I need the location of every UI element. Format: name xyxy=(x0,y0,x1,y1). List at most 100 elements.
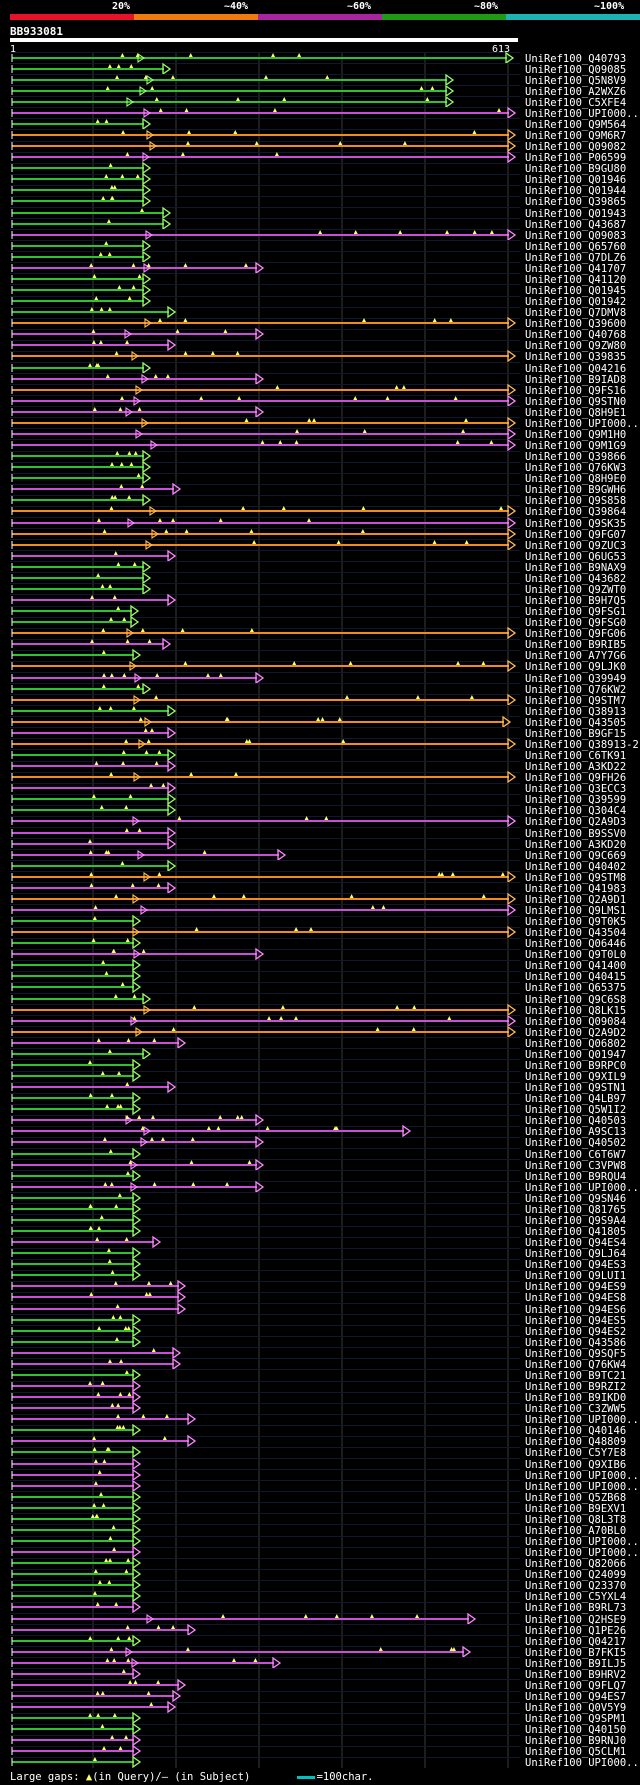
hit-label[interactable]: UniRef100_Q38913 xyxy=(525,706,626,718)
hit-label[interactable]: UniRef100_Q0V5Y9 xyxy=(525,1702,626,1714)
hit-label[interactable]: UniRef100_Q8LK15 xyxy=(525,1005,626,1017)
hit-label[interactable]: UniRef100_Q40768 xyxy=(525,329,626,341)
hit-label[interactable]: UniRef100_Q4LB97 xyxy=(525,1093,626,1105)
hit-label[interactable]: UniRef100_Q41983 xyxy=(525,883,626,895)
hit-label[interactable]: UniRef100_Q9STM7 xyxy=(525,695,626,707)
hit-label[interactable]: UniRef100_UPI000.. xyxy=(525,1536,639,1548)
hit-label[interactable]: UniRef100_Q7DLZ6 xyxy=(525,252,626,264)
hit-label[interactable]: UniRef100_B9NAX9 xyxy=(525,562,626,574)
hit-label[interactable]: UniRef100_Q9SQF5 xyxy=(525,1348,626,1360)
hit-label[interactable]: UniRef100_Q09083 xyxy=(525,230,626,242)
hit-label[interactable]: UniRef100_Q9SK35 xyxy=(525,518,626,530)
hit-label[interactable]: UniRef100_Q39835 xyxy=(525,351,626,363)
hit-label[interactable]: UniRef100_P06599 xyxy=(525,152,626,164)
hit-label[interactable]: UniRef100_Q39949 xyxy=(525,673,626,685)
hit-label[interactable]: UniRef100_Q76KW2 xyxy=(525,684,626,696)
hit-label[interactable]: UniRef100_A2WXZ6 xyxy=(525,86,626,98)
hit-label[interactable]: UniRef100_Q39865 xyxy=(525,196,626,208)
hit-label[interactable]: UniRef100_Q43505 xyxy=(525,717,626,729)
hit-label[interactable]: UniRef100_B9RIB5 xyxy=(525,639,626,651)
hit-label[interactable]: UniRef100_Q39864 xyxy=(525,506,626,518)
hit-label[interactable]: UniRef100_Q94ES9 xyxy=(525,1281,626,1293)
hit-label[interactable]: UniRef100_Q9LJ64 xyxy=(525,1248,626,1260)
hit-label[interactable]: UniRef100_UPI000.. xyxy=(525,1470,639,1482)
hit-label[interactable]: UniRef100_Q43682 xyxy=(525,573,626,585)
hit-label[interactable]: UniRef100_C5Y7E8 xyxy=(525,1447,626,1459)
hit-label[interactable]: UniRef100_Q04216 xyxy=(525,363,626,375)
hit-label[interactable]: UniRef100_Q9STM8 xyxy=(525,872,626,884)
hit-label[interactable]: UniRef100_Q9M1H0 xyxy=(525,429,626,441)
hit-label[interactable]: UniRef100_Q5W1I2 xyxy=(525,1104,626,1116)
hit-label[interactable]: UniRef100_Q94ES6 xyxy=(525,1304,626,1316)
hit-label[interactable]: UniRef100_Q94ES8 xyxy=(525,1292,626,1304)
hit-label[interactable]: UniRef100_C6T6W7 xyxy=(525,1149,626,1161)
hit-label[interactable]: UniRef100_Q40402 xyxy=(525,861,626,873)
hit-label[interactable]: UniRef100_Q9FG07 xyxy=(525,529,626,541)
hit-label[interactable]: UniRef100_Q2A9D3 xyxy=(525,816,626,828)
hit-label[interactable]: UniRef100_Q9ZUC3 xyxy=(525,540,626,552)
hit-label[interactable]: UniRef100_Q94ES7 xyxy=(525,1691,626,1703)
hit-label[interactable]: UniRef100_B9GU80 xyxy=(525,163,626,175)
hit-label[interactable]: UniRef100_Q9FSG0 xyxy=(525,617,626,629)
hit-label[interactable]: UniRef100_Q41400 xyxy=(525,960,626,972)
hit-label[interactable]: UniRef100_Q9T0L0 xyxy=(525,949,626,961)
hit-label[interactable]: UniRef100_Q01943 xyxy=(525,208,626,220)
hit-label[interactable]: UniRef100_Q41707 xyxy=(525,263,626,275)
hit-label[interactable]: UniRef100_UPI000.. xyxy=(525,1182,639,1194)
hit-label[interactable]: UniRef100_Q09082 xyxy=(525,141,626,153)
hit-label[interactable]: UniRef100_Q40146 xyxy=(525,1425,626,1437)
hit-label[interactable]: UniRef100_Q3ECC3 xyxy=(525,783,626,795)
hit-label[interactable]: UniRef100_B9RZI2 xyxy=(525,1381,626,1393)
hit-label[interactable]: UniRef100_Q01947 xyxy=(525,1049,626,1061)
hit-label[interactable]: UniRef100_Q2HSE9 xyxy=(525,1614,626,1626)
hit-label[interactable]: UniRef100_Q01942 xyxy=(525,296,626,308)
hit-label[interactable]: UniRef100_Q9STN0 xyxy=(525,396,626,408)
hit-label[interactable]: UniRef100_Q40503 xyxy=(525,1115,626,1127)
hit-label[interactable]: UniRef100_Q9FLQ7 xyxy=(525,1680,626,1692)
hit-label[interactable]: UniRef100_B9HRV2 xyxy=(525,1669,626,1681)
hit-label[interactable]: UniRef100_Q9LUI1 xyxy=(525,1270,626,1282)
hit-label[interactable]: UniRef100_Q01944 xyxy=(525,185,626,197)
hit-label[interactable]: UniRef100_B9TC21 xyxy=(525,1370,626,1382)
hit-label[interactable]: UniRef100_Q304C4 xyxy=(525,805,626,817)
hit-label[interactable]: UniRef100_UPI000.. xyxy=(525,1757,639,1768)
hit-label[interactable]: UniRef100_UPI000.. xyxy=(525,1414,639,1426)
hit-label[interactable]: UniRef100_Q9M6R7 xyxy=(525,130,626,142)
hit-label[interactable]: UniRef100_Q7DMV8 xyxy=(525,307,626,319)
hit-label[interactable]: UniRef100_B9RL73 xyxy=(525,1602,626,1614)
hit-label[interactable]: UniRef100_Q01945 xyxy=(525,285,626,297)
hit-label[interactable]: UniRef100_Q9M1G9 xyxy=(525,440,626,452)
hit-label[interactable]: UniRef100_Q5ZB68 xyxy=(525,1492,626,1504)
hit-label[interactable]: UniRef100_B9RPC0 xyxy=(525,1060,626,1072)
hit-label[interactable]: UniRef100_Q9FS16 xyxy=(525,385,626,397)
hit-label[interactable]: UniRef100_Q9C6S8 xyxy=(525,994,626,1006)
hit-label[interactable]: UniRef100_A7Y7G6 xyxy=(525,650,626,662)
hit-label[interactable]: UniRef100_Q9C669 xyxy=(525,850,626,862)
hit-label[interactable]: UniRef100_Q9FG06 xyxy=(525,628,626,640)
hit-label[interactable]: UniRef100_C5YXL4 xyxy=(525,1591,626,1603)
hit-label[interactable]: UniRef100_A9SC13 xyxy=(525,1126,626,1138)
hit-label[interactable]: UniRef100_Q9T0K5 xyxy=(525,916,626,928)
hit-label[interactable]: UniRef100_Q65760 xyxy=(525,241,626,253)
hit-label[interactable]: UniRef100_Q9LMS1 xyxy=(525,905,626,917)
hit-label[interactable]: UniRef100_UPI000.. xyxy=(525,1481,639,1493)
hit-label[interactable]: UniRef100_Q9S858 xyxy=(525,495,626,507)
hit-label[interactable]: UniRef100_UPI000.. xyxy=(525,108,639,120)
hit-label[interactable]: UniRef100_A3KD20 xyxy=(525,839,626,851)
hit-label[interactable]: UniRef100_UPI000.. xyxy=(525,1547,639,1559)
hit-label[interactable]: UniRef100_Q9SN46 xyxy=(525,1193,626,1205)
hit-label[interactable]: UniRef100_Q9FH26 xyxy=(525,772,626,784)
hit-label[interactable]: UniRef100_Q40502 xyxy=(525,1137,626,1149)
hit-label[interactable]: UniRef100_Q39600 xyxy=(525,318,626,330)
hit-label[interactable]: UniRef100_B9EXV1 xyxy=(525,1503,626,1515)
hit-label[interactable]: UniRef100_Q94ES5 xyxy=(525,1315,626,1327)
hit-label[interactable]: UniRef100_Q8H9E1 xyxy=(525,407,626,419)
hit-label[interactable]: UniRef100_Q82066 xyxy=(525,1558,626,1570)
hit-label[interactable]: UniRef100_Q23370 xyxy=(525,1580,626,1592)
hit-label[interactable]: UniRef100_Q65375 xyxy=(525,982,626,994)
hit-label[interactable]: UniRef100_UPI000.. xyxy=(525,418,639,430)
hit-label[interactable]: UniRef100_Q43586 xyxy=(525,1337,626,1349)
hit-label[interactable]: UniRef100_Q8L3T8 xyxy=(525,1514,626,1526)
hit-label[interactable]: UniRef100_Q9XIB6 xyxy=(525,1459,626,1471)
hit-label[interactable]: UniRef100_B7FKI5 xyxy=(525,1647,626,1659)
